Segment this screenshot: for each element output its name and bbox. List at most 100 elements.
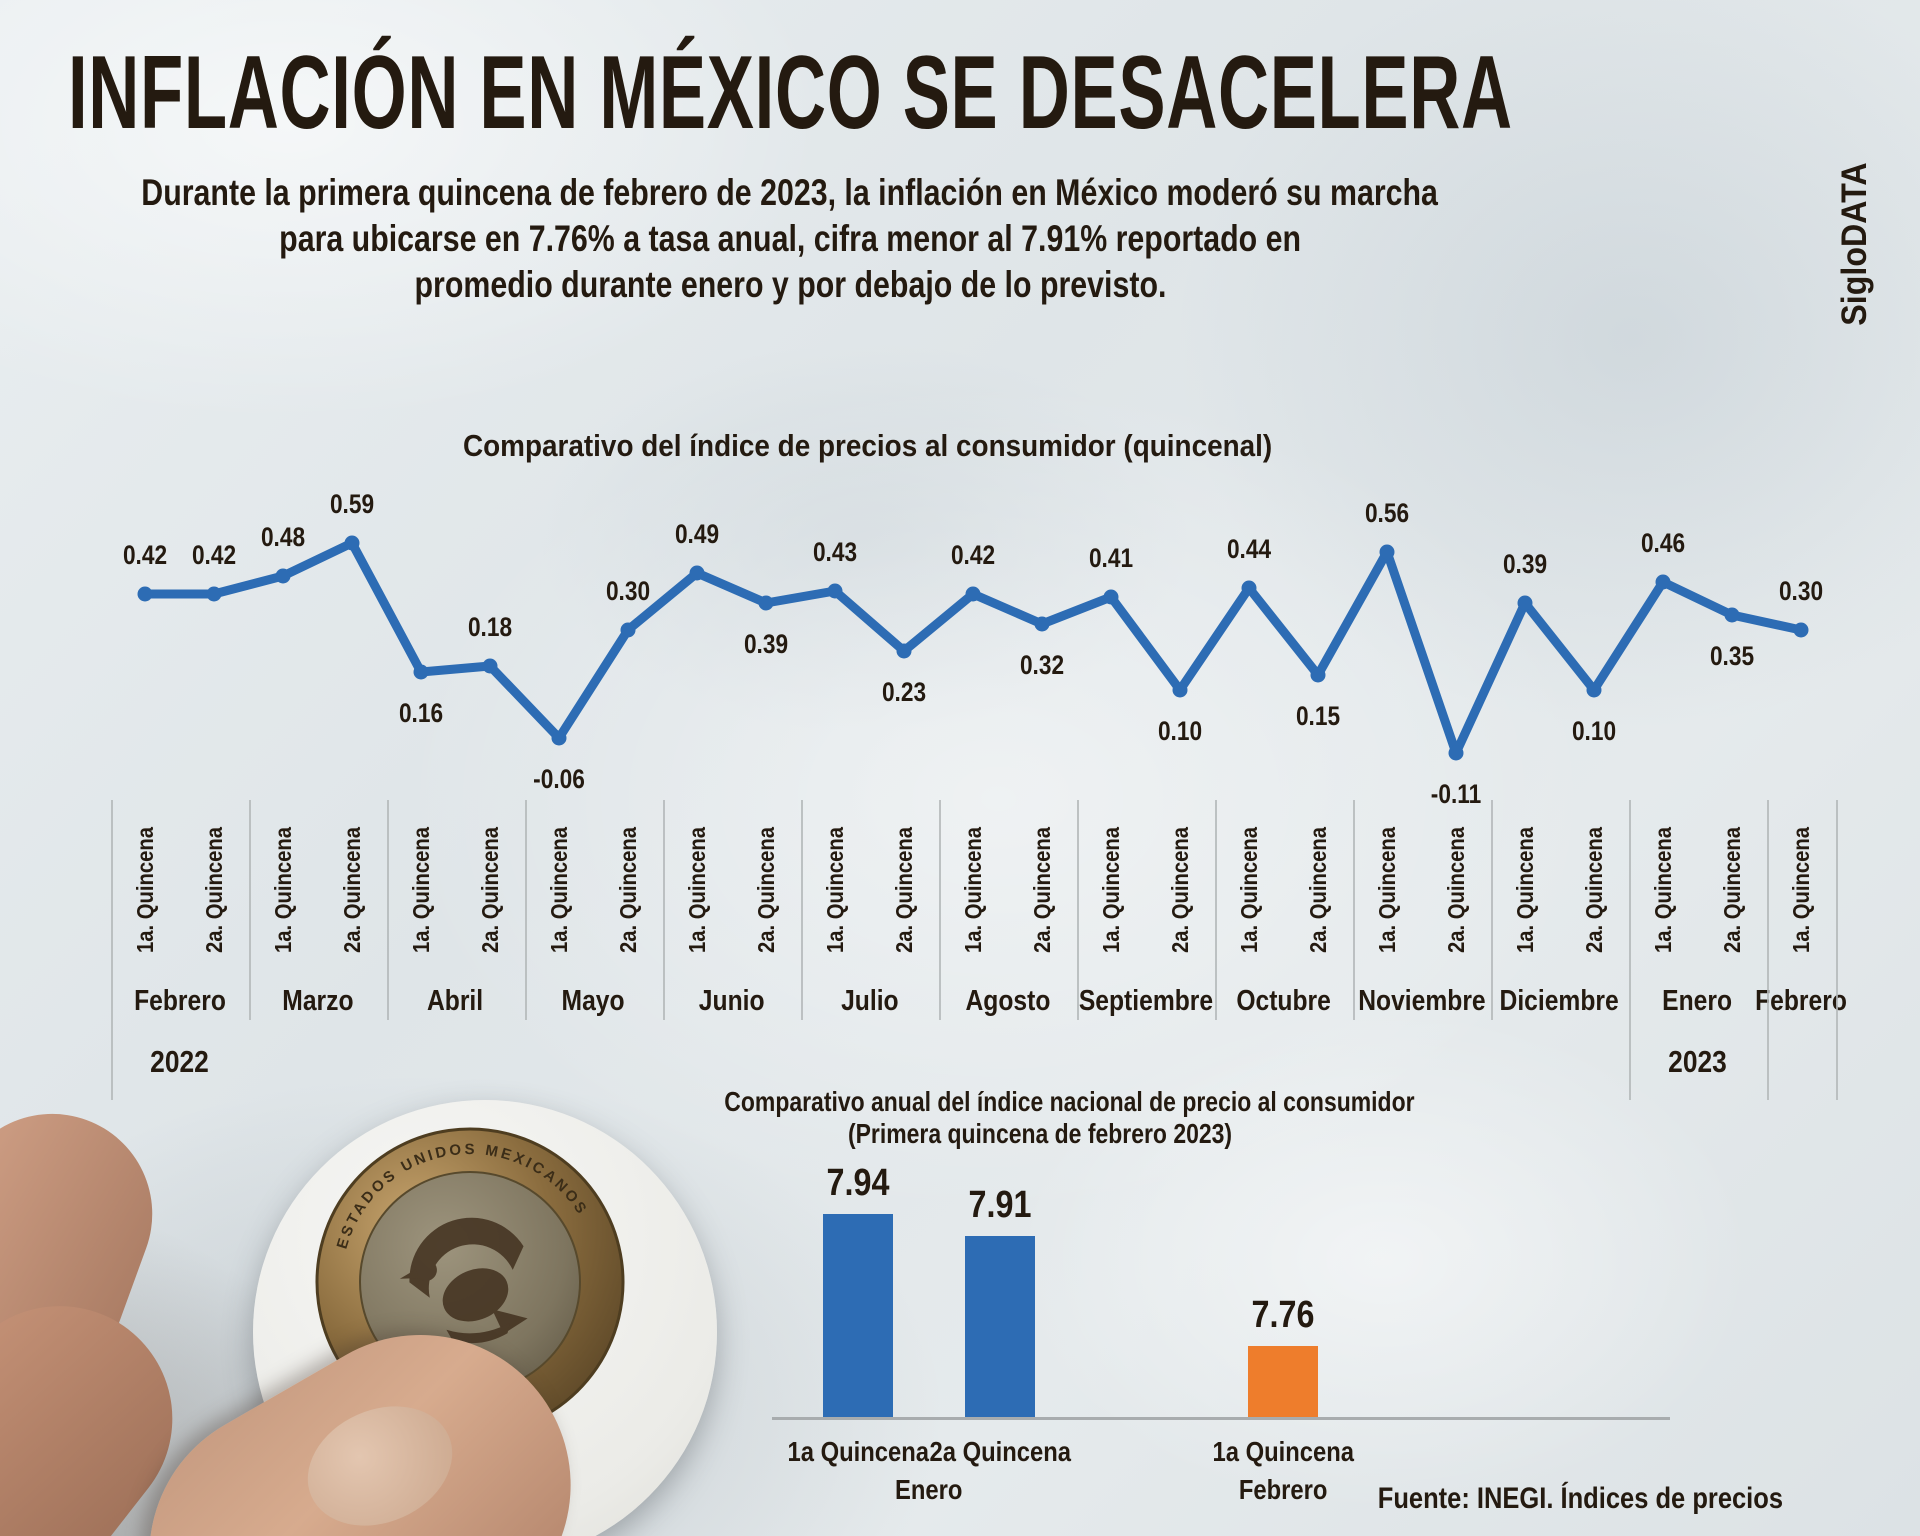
finger	[0, 1085, 181, 1465]
bar-3	[1248, 1346, 1318, 1419]
axis-tick-quincena: 2a. Quincena	[339, 827, 365, 953]
data-point-label: -0.11	[1431, 779, 1482, 809]
data-point-marker	[1448, 745, 1464, 761]
axis-tick-quincena: 2a. Quincena	[1719, 827, 1745, 953]
axis-month-label: Agosto	[965, 985, 1050, 1017]
data-point-label: 0.59	[330, 489, 374, 519]
data-point-label: 0.42	[192, 540, 236, 570]
axis-year-label: 2022	[150, 1044, 209, 1079]
axis-tick-quincena: 2a. Quincena	[201, 827, 227, 953]
coin-photo: ESTADOS UNIDOS MEXICANOS	[0, 1040, 760, 1536]
data-point-marker	[1310, 667, 1326, 683]
axis-tick-quincena: 1a. Quincena	[270, 827, 296, 953]
data-point-marker	[896, 643, 912, 659]
month-divider-line	[386, 800, 389, 1020]
data-point-label: 0.39	[1503, 549, 1547, 579]
data-point-marker	[1517, 595, 1533, 611]
bar-2	[965, 1236, 1035, 1419]
axis-month-label: Enero	[1662, 985, 1733, 1017]
line-chart: 0.42 0.42 0.48 0.59 0.16 0.18 -0.06 0.30 0.49 0.3…	[123, 489, 1823, 809]
axis-year-label: 2023	[1668, 1044, 1727, 1079]
thumb	[94, 1280, 626, 1536]
axis-month-label: Febrero	[1755, 985, 1847, 1017]
bar-value-label: 7.91	[968, 1184, 1032, 1226]
data-point-label: 0.30	[1779, 576, 1823, 606]
data-point-marker	[1034, 616, 1050, 632]
data-point-label: 0.23	[882, 677, 926, 707]
axis-tick-quincena: 2a. Quincena	[1029, 827, 1055, 953]
axis-tick-quincena: 1a. Quincena	[132, 827, 158, 953]
page-title: INFLACIÓN EN MÉXICO SE DESACELERA	[67, 35, 1513, 151]
data-point-marker	[827, 583, 843, 599]
month-divider-line	[1076, 800, 1079, 1020]
axis-month-label: Julio	[840, 985, 899, 1017]
data-point-label: 0.10	[1158, 716, 1202, 746]
axis-tick-quincena: 2a. Quincena	[615, 827, 641, 953]
axis-tick-quincena: 1a. Quincena	[822, 827, 848, 953]
axis-tick-quincena: 1a. Quincena	[546, 827, 572, 953]
bar-category-label: 1a Quincena	[787, 1436, 929, 1467]
eagle-emblem-icon	[399, 1217, 528, 1344]
bar-value-label: 7.76	[1251, 1294, 1315, 1336]
month-divider-line	[524, 800, 527, 1020]
bar-chart-baseline	[772, 1417, 1670, 1420]
brand-vertical-label: SigloDATA	[1835, 162, 1874, 326]
axis-tick-quincena: 2a. Quincena	[753, 827, 779, 953]
data-point-label: 0.15	[1296, 701, 1340, 731]
subtitle-line: para ubicarse en 7.76% a tasa anual, cif…	[279, 218, 1301, 259]
axis-tick-quincena: 1a. Quincena	[1098, 827, 1124, 953]
data-point-marker	[1241, 580, 1257, 596]
axis-tick-quincena: 1a. Quincena	[1236, 827, 1262, 953]
data-point-marker	[482, 658, 498, 674]
data-point-label: 0.42	[123, 540, 167, 570]
inflation-line-series	[140, 538, 1806, 758]
white-circle-backdrop	[253, 1100, 717, 1536]
subtitle-line: Durante la primera quincena de febrero d…	[141, 172, 1439, 213]
data-point-label: 0.16	[399, 698, 443, 728]
data-point-marker	[1172, 682, 1188, 698]
data-point-marker	[137, 586, 153, 602]
axis-tick-quincena: 2a. Quincena	[1167, 827, 1193, 953]
data-point-marker	[206, 586, 222, 602]
axis-month-label: Abril	[427, 985, 484, 1017]
data-point-label: 0.43	[813, 537, 857, 567]
month-divider-line	[110, 800, 113, 1100]
data-point-label: 0.39	[744, 629, 788, 659]
data-point-marker	[275, 568, 291, 584]
data-point-label: 0.35	[1710, 641, 1754, 671]
data-point-label: 0.44	[1227, 534, 1271, 564]
month-divider-line	[1352, 800, 1355, 1020]
month-divider-line	[1835, 800, 1838, 1100]
data-point-marker	[1103, 589, 1119, 605]
data-point-label: 0.30	[606, 576, 650, 606]
axis-month-label: Septiembre	[1078, 985, 1213, 1017]
source-note: Fuente: INEGI. Índices de precios	[1377, 1482, 1783, 1515]
data-point-marker	[758, 595, 774, 611]
data-point-label: 0.32	[1020, 650, 1064, 680]
axis-month-label: Octubre	[1236, 985, 1331, 1017]
month-divider-line	[1214, 800, 1217, 1020]
axis-tick-quincena: 2a. Quincena	[477, 827, 503, 953]
svg-text:ESTADOS UNIDOS MEXICANOS: ESTADOS UNIDOS MEXICANOS	[322, 1124, 593, 1253]
bar-chart-title: Comparativo anual del índice nacional de…	[724, 1086, 1415, 1149]
photo-shadow	[0, 1200, 480, 1536]
data-point-marker	[620, 622, 636, 638]
bar-1	[823, 1214, 893, 1419]
axis-tick-quincena: 1a. Quincena	[684, 827, 710, 953]
thumbnail	[288, 1384, 472, 1536]
bar-category-label: 2a Quincena	[929, 1436, 1071, 1467]
data-point-label: 0.49	[675, 519, 719, 549]
month-divider-line	[662, 800, 665, 1020]
axis-tick-quincena: 1a. Quincena	[408, 827, 434, 953]
data-point-marker	[1793, 622, 1809, 638]
axis-month-label: Noviembre	[1357, 985, 1486, 1017]
axis-month-label: Diciembre	[1499, 985, 1620, 1017]
axis-tick-quincena: 1a. Quincena	[1374, 827, 1400, 953]
data-point-marker	[551, 730, 567, 746]
data-point-marker	[344, 535, 360, 551]
line-chart-title: Comparativo del índice de precios al con…	[463, 428, 1273, 463]
axis-month-label: Mayo	[561, 985, 626, 1017]
subtitle-line: promedio durante enero y por debajo de l…	[414, 264, 1166, 305]
month-divider-line	[938, 800, 941, 1020]
